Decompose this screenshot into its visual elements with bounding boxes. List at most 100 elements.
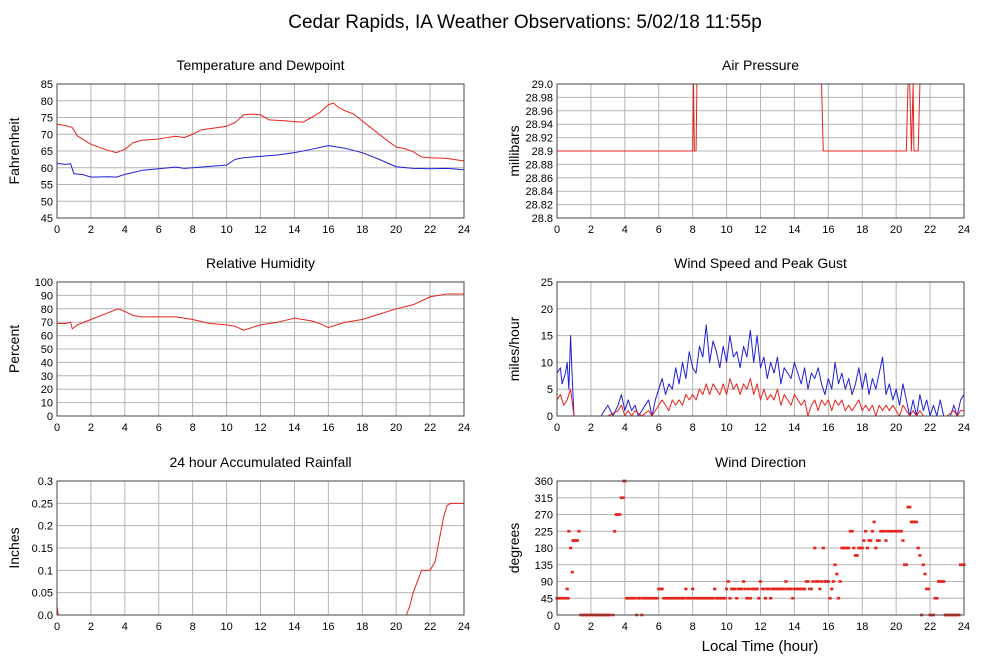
data-point (811, 580, 815, 583)
data-point (777, 587, 781, 591)
y-tick-label: 20 (541, 304, 553, 316)
data-point (735, 596, 739, 600)
data-point (852, 546, 856, 550)
x-tick-label: 24 (958, 224, 970, 236)
data-point (808, 587, 812, 591)
y-tick-label: 50 (41, 196, 53, 208)
data-point (628, 596, 632, 600)
x-tick-labels: 0 2 4 6 8 10 12 14 16 18 20 22 24 (554, 422, 970, 434)
data-point (794, 587, 798, 591)
y-tick-label: 360 (535, 476, 553, 488)
data-point (933, 596, 937, 600)
data-point (862, 539, 866, 542)
data-point (560, 596, 564, 600)
data-point (684, 587, 688, 591)
data-point (882, 529, 886, 533)
y-tick-label: 45 (41, 213, 53, 225)
data-point (758, 580, 763, 583)
data-point (853, 554, 858, 557)
data-point (747, 587, 751, 591)
data-point (850, 529, 854, 533)
data-point (706, 596, 710, 600)
x-tick-label: 14 (288, 422, 300, 434)
y-tick-label: 90 (541, 577, 553, 589)
data-point (694, 596, 698, 600)
data-point (621, 496, 625, 500)
data-point (960, 563, 964, 567)
x-tick-label: 14 (788, 621, 800, 633)
data-point (713, 587, 717, 591)
data-point (801, 587, 805, 591)
x-tick-label: 14 (788, 422, 800, 434)
data-point (669, 596, 673, 600)
data-point (652, 596, 656, 600)
data-point (687, 596, 691, 600)
y-tick-label: 0.05 (32, 588, 53, 600)
x-tick-label: 22 (924, 621, 936, 633)
data-point (692, 596, 696, 600)
plot-frame (556, 281, 965, 417)
y-tick-label: 28.96 (525, 106, 553, 118)
data-point (633, 596, 637, 600)
y-tick-label: 29.0 (532, 79, 553, 91)
x-tick-label: 24 (458, 224, 470, 236)
data-point (689, 596, 693, 600)
data-point (626, 596, 630, 600)
data-point (872, 520, 876, 524)
data-point (566, 596, 570, 600)
y-tick-label: 60 (41, 163, 53, 175)
data-point (804, 580, 808, 583)
data-point (940, 580, 944, 583)
y-axis-label: Percent (6, 325, 22, 373)
data-point (921, 563, 925, 567)
data-point (914, 520, 919, 524)
data-point (926, 587, 930, 591)
data-point (638, 596, 642, 600)
x-tick-label: 4 (622, 621, 628, 633)
chart-grid: 0 2 4 6 8 10 12 14 16 18 20 22 24455055606570758085T… (6, 57, 970, 633)
y-tick-label: 0.1 (38, 565, 53, 577)
x-tick-label: 10 (720, 224, 732, 236)
data-point (696, 596, 700, 600)
x-tick-label: 16 (322, 621, 334, 633)
x-tick-label: 18 (356, 224, 368, 236)
x-tick-label: 4 (122, 621, 128, 633)
data-point (748, 596, 752, 600)
data-point (723, 596, 727, 600)
data-point (648, 596, 652, 600)
data-point (869, 539, 873, 542)
data-point (942, 580, 946, 583)
data-point (826, 580, 830, 583)
x-tick-label: 16 (322, 422, 334, 434)
y-tick-label: 90 (41, 290, 53, 302)
data-point (833, 563, 837, 567)
y-tick-label: 135 (535, 560, 553, 572)
data-point (892, 529, 897, 533)
data-point (619, 496, 624, 500)
series-line-rh-0 (57, 293, 464, 331)
y-tick-label: 315 (535, 493, 553, 505)
x-tick-label: 20 (890, 621, 902, 633)
data-point (823, 580, 827, 583)
x-tick-label: 8 (690, 422, 696, 434)
data-point (701, 596, 705, 600)
data-point (630, 596, 634, 600)
data-point (911, 520, 915, 524)
data-point (896, 529, 900, 533)
x-tick-label: 0 (54, 224, 60, 236)
x-axis-label: Local Time (hour) (702, 638, 819, 655)
x-tick-label: 24 (458, 422, 470, 434)
data-point (679, 596, 683, 600)
x-tick-labels: 0 2 4 6 8 10 12 14 16 18 20 22 24 (554, 224, 970, 236)
x-tick-label: 10 (220, 224, 232, 236)
x-tick-label: 4 (622, 422, 628, 434)
x-tick-label: 12 (754, 621, 766, 633)
data-point (711, 596, 715, 600)
data-point (753, 587, 758, 591)
data-point (836, 596, 841, 600)
data-point (923, 572, 927, 576)
x-tick-label: 22 (924, 224, 936, 236)
plot-frame (56, 281, 465, 417)
y-tick-label: 65 (41, 146, 53, 158)
data-point (765, 587, 769, 591)
